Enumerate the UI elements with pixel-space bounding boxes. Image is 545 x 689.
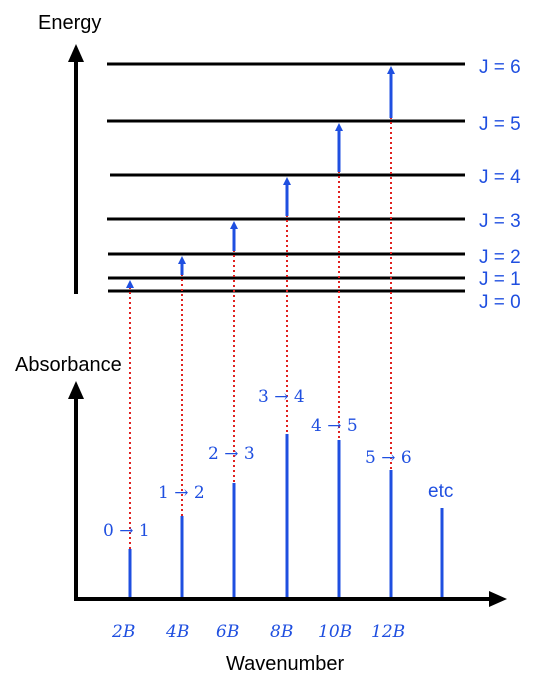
- energy-axis-arrowhead: [68, 44, 84, 62]
- transition-label: 1 → 2: [158, 483, 205, 503]
- wavenumber-tick-label: 10B: [318, 622, 352, 642]
- transition-arrowhead: [178, 256, 186, 264]
- wavenumber-tick-label: 2B: [111, 622, 135, 642]
- transition-arrowhead: [335, 123, 343, 131]
- transition-arrowhead: [126, 280, 134, 288]
- energy-level-label: J = 1: [479, 269, 521, 290]
- transition-label: 2 → 3: [208, 444, 255, 464]
- wavenumber-tick-label: 4B: [165, 622, 189, 642]
- transition-arrowhead: [283, 177, 291, 185]
- energy-level-label: J = 0: [479, 292, 521, 313]
- transition-arrowhead: [387, 66, 395, 74]
- transition-arrowhead: [230, 221, 238, 229]
- wavenumber-tick-labels: 2B 4B 6B 8B 10B 12B: [111, 622, 405, 642]
- transition-arrows: [126, 66, 395, 288]
- wavenumber-tick-label: 8B: [270, 622, 293, 642]
- energy-level-label: J = 6: [479, 57, 521, 78]
- energy-levels: J = 0J = 1J = 2 J = 3 J = 4 J = 5 J = 6: [107, 57, 521, 313]
- spectrum-lines: [128, 434, 444, 597]
- absorbance-axis-label: Absorbance: [15, 354, 122, 376]
- transition-label: 3 → 4: [258, 387, 305, 407]
- wavenumber-tick-label: 12B: [371, 622, 405, 642]
- energy-level-label: J = 3: [479, 211, 521, 232]
- absorbance-axis-arrowhead: [68, 381, 84, 399]
- energy-level-label: J = 5: [479, 114, 521, 135]
- energy-level-label: J = 2: [479, 247, 521, 268]
- spectrum-axes: Absorbance Wavenumber: [15, 354, 507, 675]
- transition-label: 4 → 5: [311, 416, 358, 436]
- wavenumber-tick-label: 6B: [216, 622, 239, 642]
- etc-label: etc: [428, 481, 453, 502]
- wavenumber-axis-label: Wavenumber: [226, 653, 345, 675]
- wavenumber-axis-arrowhead: [489, 591, 507, 607]
- transition-label: 5 → 6: [365, 448, 412, 468]
- energy-axis-label: Energy: [38, 12, 101, 34]
- energy-level-label: J = 4: [479, 167, 521, 188]
- transition-connectors: [129, 117, 392, 549]
- transition-labels: 0 → 1 1 → 22 → 3 3 → 4 4 → 5 5 → 6: [103, 387, 412, 541]
- energy-axis: Energy: [38, 12, 101, 294]
- transition-label: 0 → 1: [103, 521, 150, 541]
